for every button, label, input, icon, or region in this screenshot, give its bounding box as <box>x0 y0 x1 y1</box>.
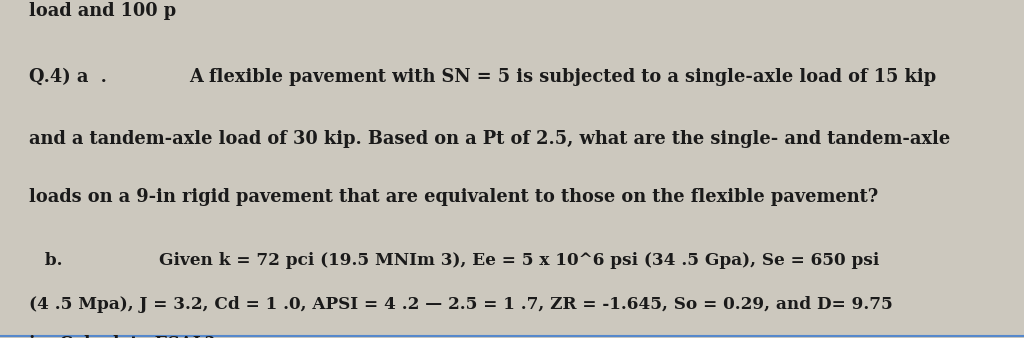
Text: Given k = 72 pci (19.5 MNIm 3), Ee = 5 x 10^6 psi (34 .5 Gpa), Se = 650 psi: Given k = 72 pci (19.5 MNIm 3), Ee = 5 x… <box>159 252 879 269</box>
Text: (4 .5 Mpa), J = 3.2, Cd = 1 .0, APSI = 4 .2 — 2.5 = 1 .7, ZR = -1.645, So = 0.29: (4 .5 Mpa), J = 3.2, Cd = 1 .0, APSI = 4… <box>29 296 893 313</box>
Text: A flexible pavement with SN = 5 is subjected to a single-axle load of 15 kip: A flexible pavement with SN = 5 is subje… <box>189 68 937 86</box>
Text: b.: b. <box>39 252 62 269</box>
Text: and a tandem-axle load of 30 kip. Based on a Pt of 2.5, what are the single- and: and a tandem-axle load of 30 kip. Based … <box>29 130 950 148</box>
Text: Q.4) a  .: Q.4) a . <box>29 68 106 86</box>
Text: loads on a 9-in rigid pavement that are equivalent to those on the flexible pave: loads on a 9-in rigid pavement that are … <box>29 188 878 206</box>
Text: load and 100 p: load and 100 p <box>29 2 176 20</box>
Text: in, Calculate ESAL?: in, Calculate ESAL? <box>29 335 214 338</box>
